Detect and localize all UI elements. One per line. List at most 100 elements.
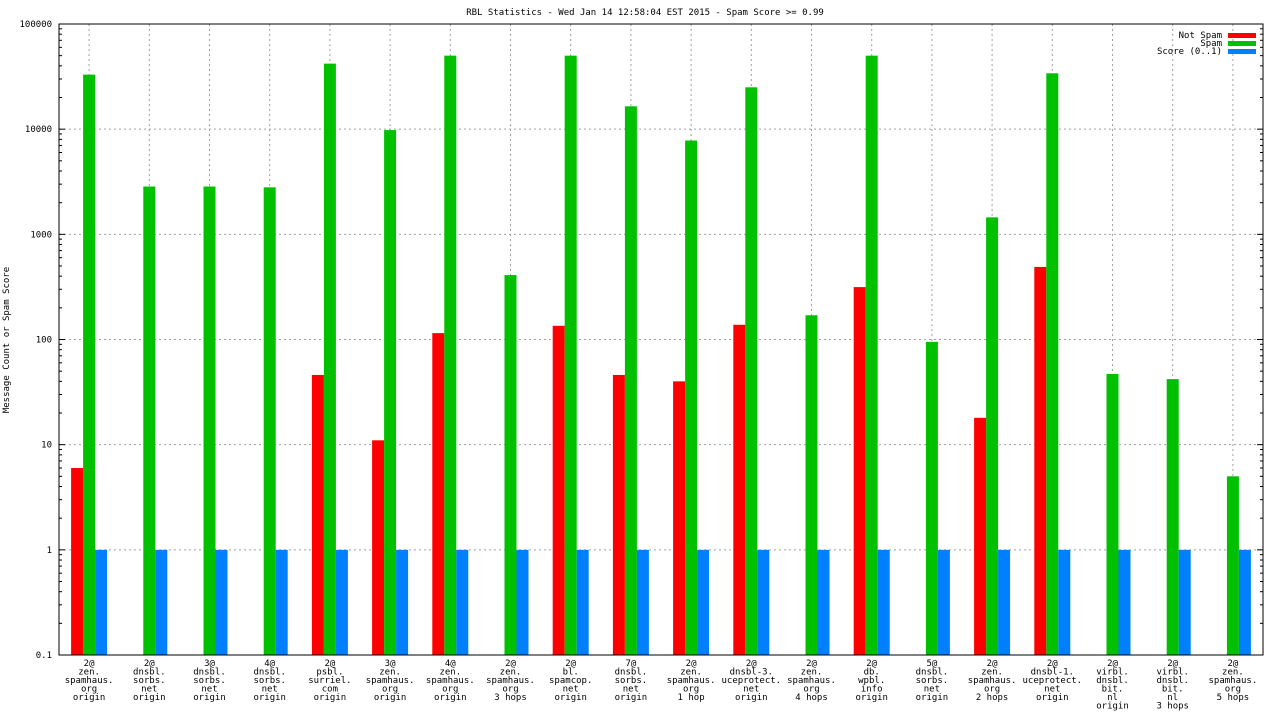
grid-lines	[59, 23, 1263, 656]
y-tick-label: 10	[41, 441, 52, 451]
x-tick-label-line: dnsbl.	[1156, 676, 1189, 686]
bar-not-spam-16	[1034, 266, 1047, 655]
legend-swatch	[1228, 49, 1256, 54]
x-tick-label-line: db.	[864, 668, 880, 678]
x-tick-label-line: origin	[374, 693, 407, 703]
bar-score-8	[576, 549, 589, 655]
bar-spam-14	[925, 341, 938, 655]
x-tick-label: 2@ dnsbl-1. uceprotect. net origin	[1022, 659, 1082, 703]
y-tick-label: 0.1	[36, 651, 52, 661]
x-tick-label-line: sorbs.	[916, 676, 949, 686]
bar-not-spam-13	[853, 287, 866, 655]
bar-score-3	[275, 549, 288, 655]
bar-not-spam-9	[612, 374, 625, 655]
legend-swatch	[1228, 33, 1256, 38]
bar-not-spam-0	[71, 467, 84, 655]
bar-spam-11	[745, 87, 758, 655]
x-tick-label-line: net	[924, 685, 940, 695]
x-tick-label-line: 4 hops	[795, 693, 828, 703]
bar-not-spam-10	[673, 381, 686, 655]
x-tick-label: 2@ zen. spamhaus. org 2 hops	[968, 659, 1017, 703]
bar-not-spam-5	[372, 440, 385, 655]
plot-border	[58, 23, 1264, 656]
x-tick-label-line: origin	[554, 693, 587, 703]
x-tick-label: 4@ zen. spamhaus. org origin	[426, 659, 475, 703]
x-tick-label: 2@ zen. spamhaus. org 5 hops	[1209, 659, 1258, 703]
legend-label: Spam	[1200, 39, 1222, 49]
x-tick-label-line: net	[743, 685, 759, 695]
bar-score-11	[757, 549, 770, 655]
x-tick-label-line: dnsbl-1.	[1031, 668, 1074, 678]
bar-spam-6	[444, 55, 457, 655]
x-tick-label: 3@ zen. spamhaus. org origin	[366, 659, 415, 703]
x-tick-label-line: net	[563, 685, 579, 695]
x-tick-label-line: spamcop.	[549, 676, 592, 686]
bar-not-spam-11	[733, 324, 746, 655]
legend-label: Score (0..1)	[1157, 47, 1222, 57]
x-tick-label-line: 2@	[1167, 659, 1178, 669]
bar-score-7	[516, 549, 529, 655]
x-tick-label-line: 4@	[445, 659, 456, 669]
x-tick-label-line: nl	[1167, 693, 1178, 703]
bar-score-6	[456, 549, 469, 655]
bar-not-spam-4	[311, 374, 324, 655]
x-tick-label: 2@ dnsbl-3. uceprotect. net origin	[721, 659, 781, 703]
x-tick-label-line: 2@	[1047, 659, 1058, 669]
y-tick-label: 1	[47, 546, 52, 556]
bar-score-17	[1118, 549, 1131, 655]
x-tick-label-line: org	[683, 685, 699, 695]
x-tick-label-line: zen.	[78, 668, 100, 678]
x-tick-label: 3@ dnsbl. sorbs. net origin	[193, 659, 226, 703]
x-tick-label: 2@ psbl. surriel. com origin	[308, 659, 351, 703]
bar-score-19	[1238, 549, 1251, 655]
x-tick-label-line: net	[623, 685, 639, 695]
x-tick-label: 2@ bl. spamcop. net origin	[549, 659, 592, 703]
x-tick-label-line: 4@	[264, 659, 275, 669]
x-tick-label-line: bit.	[1162, 685, 1184, 695]
x-tick-label-line: 2@	[144, 659, 155, 669]
x-tick-label: 2@ db. wpbl. info origin	[855, 659, 888, 703]
bar-score-5	[396, 549, 409, 655]
x-tick-label-line: psbl.	[316, 668, 343, 678]
x-tick-label-line: dnsbl.	[193, 668, 226, 678]
bar-score-14	[937, 549, 950, 655]
x-tick-label-line: origin	[193, 693, 226, 703]
x-tick-label-line: surriel.	[308, 676, 351, 686]
x-tick-label-line: origin	[133, 693, 166, 703]
bar-spam-19	[1226, 476, 1239, 655]
x-tick-label-line: dnsbl.	[253, 668, 286, 678]
x-tick-label-line: spamhaus.	[426, 676, 475, 686]
x-tick-label-line: origin	[855, 693, 888, 703]
x-tick-label-line: spamhaus.	[968, 676, 1017, 686]
bar-spam-15	[986, 217, 999, 655]
x-tick-label-line: zen.	[981, 668, 1003, 678]
x-tick-label-line: 5 hops	[1217, 693, 1250, 703]
x-tick-label-line: dnsbl.	[916, 668, 949, 678]
x-tick-label-line: zen.	[680, 668, 702, 678]
x-tick-label-line: dnsbl.	[133, 668, 166, 678]
x-tick-label-line: info	[861, 685, 883, 695]
bar-score-2	[215, 549, 228, 655]
x-tick-label-line: net	[262, 685, 278, 695]
x-tick-label-line: origin	[615, 693, 648, 703]
x-tick-label-line: 2@	[686, 659, 697, 669]
x-tick-label: 2@ zen. spamhaus. org 3 hops	[486, 659, 535, 703]
bar-score-16	[1058, 549, 1071, 655]
x-tick-label-line: nl	[1107, 693, 1118, 703]
x-tick-label-line: 2@	[324, 659, 335, 669]
bar-spam-17	[1106, 373, 1119, 655]
x-tick-label-line: spamhaus.	[1209, 676, 1258, 686]
x-tick-label-line: origin	[1096, 702, 1129, 712]
x-tick-label-line: 2@	[1107, 659, 1118, 669]
y-tick-labels: 0.1 1 10 100 1000 10000 100000	[19, 20, 52, 661]
x-tick-label-line: net	[1044, 685, 1060, 695]
x-tick-label: 4@ dnsbl. sorbs. net origin	[253, 659, 286, 703]
y-tick-label: 100	[36, 336, 52, 346]
x-tick-label-line: uceprotect.	[721, 676, 781, 686]
x-tick-label-line: dnsbl.	[615, 668, 648, 678]
x-tick-label-line: 3 hops	[1156, 702, 1189, 712]
x-tick-label-line: 2 hops	[976, 693, 1009, 703]
bar-spam-0	[83, 74, 96, 655]
